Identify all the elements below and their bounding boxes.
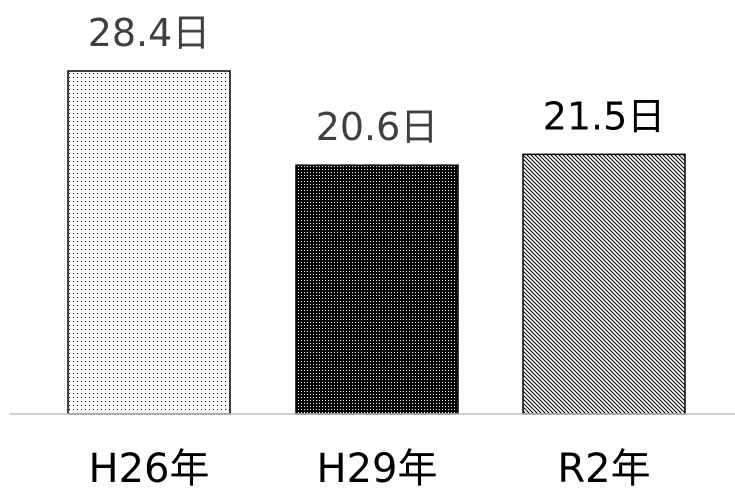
data-label-1: 28.4日	[88, 11, 211, 55]
bar-2	[295, 164, 459, 415]
bars	[67, 70, 686, 415]
data-label-2: 20.6日	[316, 105, 439, 149]
bar-3	[522, 153, 686, 415]
data-label-3: 21.5日	[543, 94, 666, 138]
tick-label-2: H29年	[317, 446, 438, 490]
x-axis-tick-labels: H26年 H29年 R2年	[89, 446, 651, 490]
bar-1	[67, 70, 231, 415]
tick-label-1: H26年	[89, 446, 210, 490]
data-labels: 28.4日 20.6日 21.5日	[88, 11, 666, 149]
tick-label-3: R2年	[557, 446, 650, 490]
